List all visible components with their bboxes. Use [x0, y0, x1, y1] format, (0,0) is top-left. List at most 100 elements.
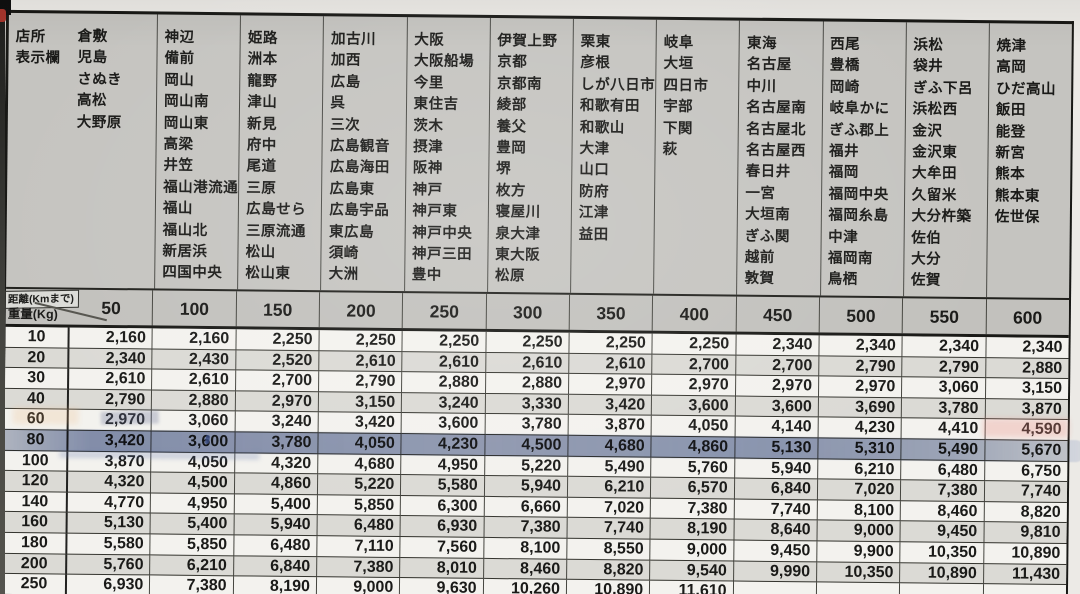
station-name: 伊賀上野: [497, 33, 558, 50]
rate-cell: 4,860: [651, 436, 736, 459]
rate-cell: 4,140: [735, 416, 819, 439]
rate-cell: 6,210: [818, 458, 902, 481]
rate-cell: 8,010: [400, 557, 484, 580]
rate-cell: 8,190: [650, 519, 735, 541]
photo-left-edge: [0, 0, 5, 594]
station-name: 洲本: [247, 51, 278, 69]
rate-cell: 11,430: [983, 563, 1067, 586]
station-name: 福山: [162, 200, 194, 217]
station-name: 堺: [496, 161, 512, 178]
rate-cell: 4,680: [568, 435, 652, 458]
rate-cell: 9,630: [400, 578, 484, 594]
station-name: 岡山東: [163, 115, 209, 132]
station-name: 福岡南: [827, 250, 874, 267]
rate-cell: 4,050: [318, 433, 402, 455]
station-name: 広島宇品: [329, 202, 390, 220]
station-name: 東広島: [328, 223, 375, 241]
station-name: ぎふ郡上: [829, 122, 890, 139]
distance-value: 500: [819, 297, 904, 334]
distance-value: 250: [403, 293, 487, 329]
station-name: 大分杵築: [911, 208, 972, 226]
station-group: 神辺 備前 岡山 岡山南 岡山東 高梁 井笠 福山港流通 福山 福山北 新居浜 四国中央: [155, 14, 240, 285]
rate-table-body: 10 2,160 2,160 2,250 2,250 2,250 2,250 2,250 2,2…: [2, 326, 1069, 594]
station-name: 福岡: [828, 164, 859, 182]
weight-label: 180: [3, 532, 68, 555]
station-name: 江津: [578, 205, 609, 222]
rate-cell: 7,380: [651, 498, 735, 520]
station-name: 大阪: [414, 32, 445, 49]
rate-cell: 6,210: [150, 554, 234, 577]
rate-cell: 6,840: [734, 478, 819, 501]
rate-cell: 3,060: [151, 410, 236, 433]
station-group-cell: 西尾 豊橋 岡崎 岐阜かに ぎふ郡上 福井 福岡 福岡中央 福岡糸島 中津 福岡南 鳥栖: [820, 21, 907, 297]
station-group-cell: 店所 表示欄 倉敷 児島 さぬき 高松 大野原: [6, 12, 158, 289]
distance-value: 300: [486, 293, 571, 330]
station-group-cell: 姫路 洲本 龍野 津山 新見 府中 尾道 三原 広島せら 三原流通 松山 松山東: [238, 15, 325, 291]
station-name: 神戸東: [412, 203, 458, 220]
distance-value: 600: [1012, 307, 1043, 328]
rate-cell: 5,940: [484, 476, 569, 498]
station-name: 山口: [579, 162, 610, 179]
corner-label-line: 表示欄: [15, 50, 61, 67]
station-name: 飯田: [995, 102, 1026, 119]
station-name: 金沢東: [912, 144, 958, 161]
station-name: 和歌有田: [579, 98, 641, 115]
station-name: 大垣南: [745, 206, 791, 224]
station-name: 広島: [330, 74, 361, 91]
station-name: ぎふ関: [744, 228, 791, 245]
station-name: 広島海田: [329, 159, 390, 177]
distance-value: 150: [236, 291, 321, 328]
station-name: 姫路: [247, 30, 278, 47]
station-name: 神戸中央: [412, 224, 473, 242]
station-name: 備前: [164, 50, 195, 68]
station-group: 加古川 加西 広島呉三次 広島観音 広島海田 広島東 広島宇品 東広島 須崎 大洲: [322, 16, 407, 287]
rate-cell: 9,990: [733, 561, 818, 583]
station-name: 神戸: [412, 181, 443, 199]
weight-label: 40: [4, 388, 70, 410]
station-name: 児島: [77, 50, 108, 67]
station-name: 名古屋南: [746, 99, 807, 117]
station-name: 府中: [246, 137, 277, 154]
rate-cell: 8,820: [984, 501, 1067, 524]
rate-cell: 11,610: [650, 580, 734, 594]
distance-value: 350: [569, 294, 654, 331]
rate-cell: 6,930: [400, 516, 485, 538]
station-name: 高岡: [996, 59, 1027, 76]
station-group: 栗東 彦根 しが八日市 和歌有田 和歌山 大津 山口 防府 江津 益田: [571, 19, 656, 247]
rate-cell: 2,250: [402, 331, 487, 353]
station-name: 三原: [246, 180, 277, 197]
station-name: 浜松西: [912, 101, 958, 119]
rate-cell: 2,250: [236, 329, 320, 351]
rate-cell: 5,850: [317, 494, 402, 517]
station-name: 大洲: [328, 266, 359, 283]
station-group: 浜松 袋井 ぎふ下呂 浜松西 金沢 金沢東 大牟田 久留米 大分杵築 佐伯 大分 佐賀: [904, 22, 989, 293]
station-name: 岡山南: [163, 93, 210, 111]
distance-value: 450: [736, 296, 820, 333]
weight-label: 80: [4, 429, 69, 452]
corner-label: 店所 表示欄: [6, 13, 71, 288]
station-name: 西尾: [830, 36, 861, 53]
station-name: 宇部: [663, 98, 694, 116]
station-name: 佐世保: [994, 209, 1040, 226]
rate-cell: 2,700: [235, 370, 320, 392]
station-name: 熊本: [995, 166, 1026, 183]
rate-cell: 8,640: [734, 519, 818, 542]
rate-cell: 6,300: [401, 495, 485, 518]
rate-cell: 4,860: [234, 473, 319, 495]
rate-cell: 5,310: [818, 438, 902, 460]
station-name: 鳥栖: [827, 271, 858, 289]
rate-cell: 2,790: [68, 389, 153, 411]
rate-cell: 6,840: [233, 555, 318, 578]
weight-label: 250: [2, 574, 68, 594]
rate-cell: 8,100: [483, 537, 568, 560]
rate-cell: 4,410: [901, 418, 986, 441]
rate-cell: 2,340: [819, 335, 903, 357]
rate-cell: 2,880: [402, 372, 486, 394]
rate-cell: 4,320: [67, 471, 152, 494]
station-name: 松原: [494, 268, 526, 285]
station-name: 久留米: [911, 187, 957, 204]
rate-cell: [983, 584, 1066, 594]
rate-cell: 10,350: [817, 561, 901, 584]
photo-corner-shadow: [0, 0, 11, 15]
rate-cell: 3,870: [68, 451, 152, 473]
